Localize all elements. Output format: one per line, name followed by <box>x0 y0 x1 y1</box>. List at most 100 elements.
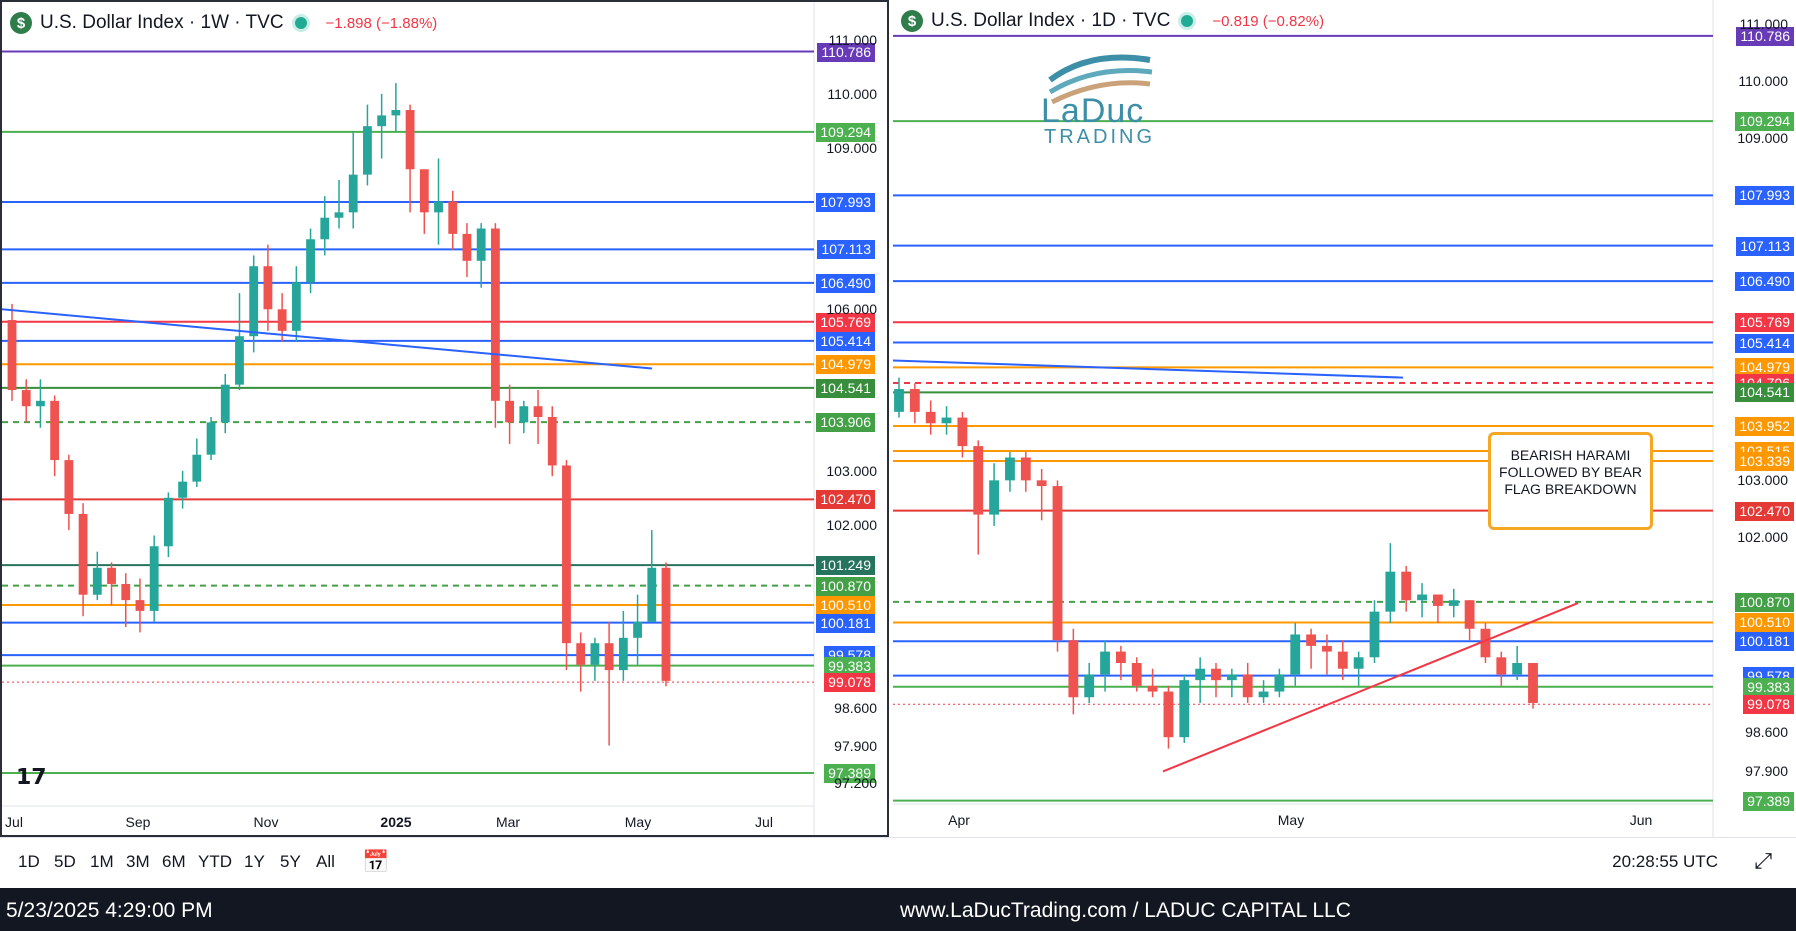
candle-body <box>220 384 230 423</box>
candle-body <box>320 217 330 240</box>
candle-body <box>1512 663 1523 675</box>
price-level-label: 97.389 <box>1743 791 1794 811</box>
x-tick-label: Jul <box>755 814 773 830</box>
candle-body <box>149 546 159 611</box>
trend-line <box>1162 602 1579 773</box>
x-tick-label: Nov <box>253 814 279 830</box>
y-tick-label: 109.000 <box>826 139 877 156</box>
candle-body <box>249 266 259 337</box>
daily-chart-header: $ U.S. Dollar Index · 1D · TVC −0.819 (−… <box>901 8 1324 34</box>
x-tick-label: Jun <box>1629 812 1653 828</box>
timeframe-button-6m[interactable]: 6M <box>162 852 186 871</box>
candle-body <box>1036 480 1047 487</box>
candle-body <box>178 481 188 498</box>
candle-body <box>363 126 372 175</box>
logo-text-laduc: LaDuc <box>1041 92 1145 130</box>
price-level-label: 102.470 <box>1735 501 1794 521</box>
price-level-label: 109.294 <box>1735 112 1794 132</box>
timeframe-button-5y[interactable]: 5Y <box>280 852 301 871</box>
price-level-label: 99.383 <box>824 656 875 676</box>
candle-body <box>1274 674 1285 692</box>
x-tick-label: Apr <box>948 812 970 828</box>
candle-body <box>604 643 614 671</box>
price-level-label: 110.786 <box>1736 26 1794 46</box>
candle-body <box>135 600 145 611</box>
timeframe-button-1d[interactable]: 1D <box>18 852 40 871</box>
price-level-label: 100.510 <box>1735 613 1794 633</box>
candle-body <box>1401 571 1412 601</box>
candle-body <box>1322 645 1332 652</box>
candle-body <box>291 282 301 331</box>
candle-body <box>36 400 45 407</box>
price-level-label: 104.541 <box>1735 383 1794 403</box>
price-level-label: 97.389 <box>824 764 875 784</box>
candle-body <box>1226 674 1237 681</box>
annotation-callout: BEARISH HARAMI FOLLOWED BY BEAR FLAG BRE… <box>1488 432 1653 530</box>
trend-line <box>2 308 653 370</box>
market-status-icon <box>1178 12 1197 30</box>
footer-datetime: 5/23/2025 4:29:00 PM <box>6 899 213 922</box>
candle-body <box>391 110 401 116</box>
timeframe-button-ytd[interactable]: YTD <box>198 852 232 871</box>
candle-body <box>1211 668 1221 681</box>
candle-body <box>462 233 472 261</box>
timeframe-button-5d[interactable]: 5D <box>54 852 76 871</box>
y-tick-label: 97.200 <box>834 775 877 792</box>
price-level-label: 105.769 <box>1735 313 1794 333</box>
candle-body <box>64 460 74 514</box>
logo-text-trading: TRADING <box>1044 126 1155 148</box>
candle-body <box>92 567 102 595</box>
calendar-range-icon[interactable]: 📅 <box>362 849 390 874</box>
candle-body <box>1306 634 1317 646</box>
price-level-label: 100.181 <box>1735 632 1794 652</box>
candle-body <box>490 228 500 401</box>
daily-chart-pane[interactable]: $ U.S. Dollar Index · 1D · TVC −0.819 (−… <box>893 0 1796 837</box>
candle-body <box>1353 657 1364 669</box>
candle-body <box>1068 640 1079 698</box>
price-level-label: 100.870 <box>1735 592 1794 612</box>
candle-body <box>405 110 415 170</box>
timeframe-button-3m[interactable]: 3M <box>126 852 150 871</box>
candle-body <box>419 169 429 213</box>
timeframe-button-1y[interactable]: 1Y <box>244 852 265 871</box>
candle-body <box>1195 668 1206 681</box>
footer-bar: 5/23/2025 4:29:00 PM www.LaDucTrading.co… <box>0 888 1796 931</box>
weekly-chart-svg[interactable] <box>2 2 889 837</box>
daily-chart-svg[interactable] <box>893 0 1796 837</box>
y-tick-label: 97.900 <box>834 737 877 754</box>
candle-body <box>235 336 244 385</box>
y-tick-label: 102.000 <box>1737 529 1788 546</box>
candle-body <box>1496 657 1507 675</box>
candle-body <box>306 239 315 283</box>
weekly-change: −1.898 (−1.88%) <box>325 14 438 32</box>
candle-body <box>925 411 936 424</box>
footer-site: www.LaDucTrading.com / LADUC CAPITAL LLC <box>900 899 1351 922</box>
candle-body <box>434 201 443 213</box>
price-level-label: 106.490 <box>1735 272 1794 292</box>
price-level-label: 99.078 <box>1743 695 1794 715</box>
candle-body <box>1084 674 1095 698</box>
y-tick-label: 109.000 <box>1737 129 1788 146</box>
candle-body <box>1100 651 1110 675</box>
price-level-label: 110.786 <box>817 42 875 62</box>
tradingview-logo-icon[interactable]: 𝟭𝟳 <box>16 764 47 789</box>
timeframe-button-all[interactable]: All <box>316 852 335 871</box>
candle-body <box>1258 691 1269 698</box>
laduc-logo-icon <box>1048 54 1153 105</box>
timeframe-button-1m[interactable]: 1M <box>90 852 114 871</box>
x-tick-label: May <box>624 814 652 830</box>
candle-body <box>519 406 529 423</box>
candle-body <box>647 567 657 622</box>
price-level-label: 107.993 <box>1735 186 1794 206</box>
candle-body <box>107 567 116 584</box>
candle-body <box>973 446 984 515</box>
price-level-label: 102.470 <box>816 490 875 510</box>
y-tick-label: 111.000 <box>1739 15 1788 32</box>
price-level-label: 100.181 <box>816 613 875 633</box>
weekly-chart-pane[interactable]: $ U.S. Dollar Index · 1W · TVC −1.898 (−… <box>0 0 889 837</box>
fullscreen-icon[interactable]: ⤢ <box>1754 848 1772 873</box>
candle-body <box>1480 628 1491 658</box>
x-tick-label: May <box>1277 812 1305 828</box>
candle-body <box>505 400 515 423</box>
y-tick-label: 103.000 <box>826 462 877 479</box>
